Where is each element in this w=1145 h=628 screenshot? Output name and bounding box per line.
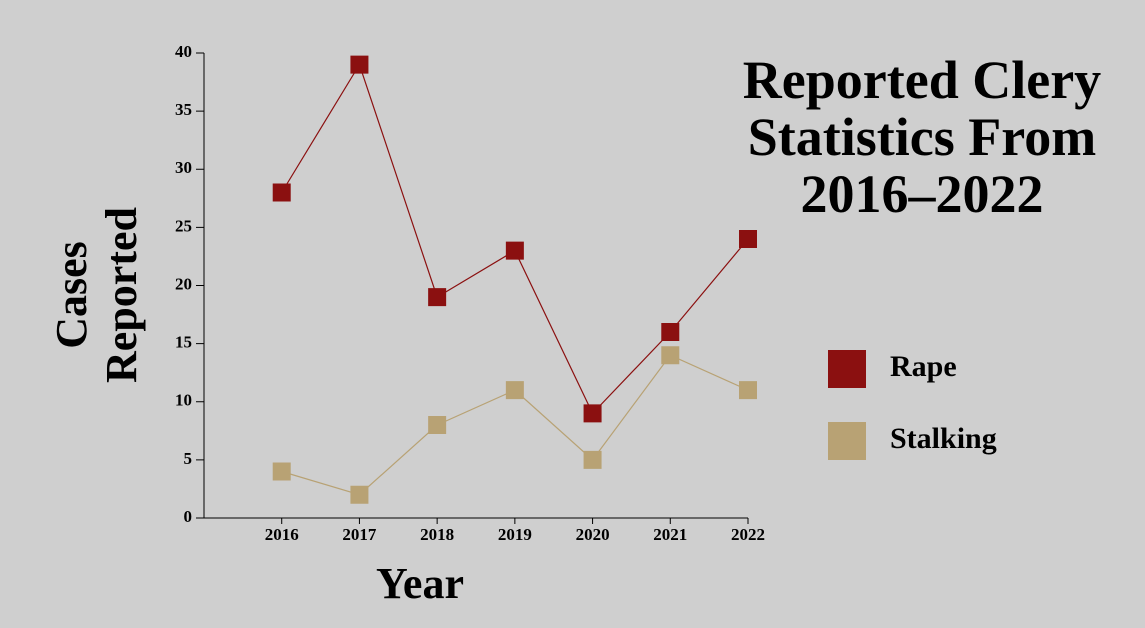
y-tick-label: 25 — [175, 216, 192, 235]
data-point — [272, 462, 291, 481]
legend-label: Stalking — [890, 422, 997, 455]
legend-label: Rape — [890, 350, 957, 383]
y-tick-label: 10 — [175, 391, 192, 410]
x-tick-label: 2016 — [265, 525, 299, 544]
y-tick-label: 35 — [175, 100, 192, 119]
y-tick-label: 20 — [175, 274, 192, 293]
chart-title: Reported Clery Statistics From 2016–2022 — [742, 50, 1102, 224]
y-axis-label: Cases Reported — [47, 207, 146, 383]
data-point — [428, 288, 447, 307]
y-tick-label: 0 — [184, 507, 193, 526]
y-tick-label: 15 — [175, 333, 192, 352]
x-tick-label: 2021 — [653, 525, 687, 544]
data-point — [350, 485, 369, 504]
data-point — [272, 183, 291, 202]
data-point — [661, 323, 680, 341]
data-point — [505, 241, 524, 260]
y-tick-label: 30 — [175, 158, 192, 177]
series-line — [281, 354, 749, 496]
data-point — [583, 450, 602, 469]
data-point — [428, 416, 447, 434]
legend-swatch — [828, 422, 866, 460]
data-point — [739, 381, 757, 400]
x-axis-label: Year — [376, 559, 464, 608]
data-point — [505, 381, 524, 400]
x-tick-label: 2019 — [498, 525, 532, 544]
x-tick-label: 2022 — [731, 525, 765, 544]
data-point — [583, 404, 602, 423]
data-point — [661, 346, 680, 365]
y-tick-label: 5 — [184, 449, 193, 468]
y-tick-label: 40 — [175, 42, 192, 61]
data-point — [350, 55, 369, 74]
data-point — [739, 230, 757, 248]
x-tick-label: 2018 — [420, 525, 454, 544]
legend-swatch — [828, 350, 866, 388]
x-tick-label: 2017 — [342, 525, 377, 544]
x-tick-label: 2020 — [576, 525, 610, 544]
